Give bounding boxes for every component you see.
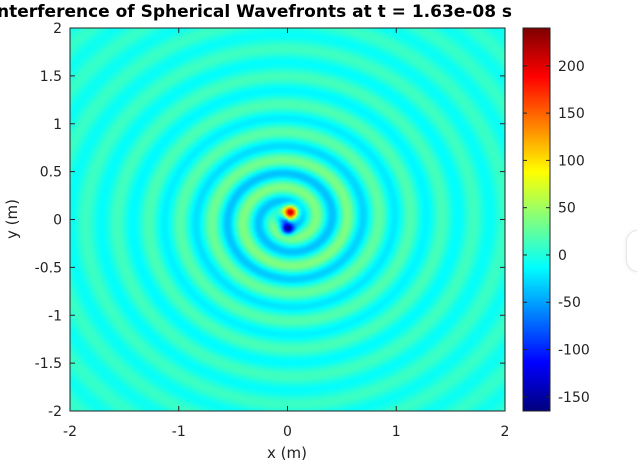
colorbar-tick-label: 0: [558, 248, 567, 264]
side-scroll-handle[interactable]: [626, 230, 637, 272]
y-tick-label: -1.5: [35, 356, 62, 372]
colorbar-frame: [522, 27, 551, 412]
x-tick-label: 1: [392, 424, 401, 440]
plot-area: [69, 27, 506, 412]
colorbar-ticks: 200 150 100 50 0 -50 -100 -150: [523, 59, 590, 406]
x-axis: -2 -1 0 1 2: [63, 28, 509, 440]
y-axis: 2 1.5 1 0.5 0 -0.5 -1 -1.5 -2: [35, 21, 505, 420]
colorbar-tick-label: 150: [558, 106, 585, 122]
colorbar-gradient: [523, 28, 550, 411]
y-tick-label: 1.5: [40, 69, 62, 85]
y-axis-label: y (m): [3, 199, 21, 239]
colorbar-tick-label: 100: [558, 153, 585, 169]
chart-title: nterference of Spherical Wavefronts at t…: [0, 2, 512, 22]
colorbar-tick-label: -150: [558, 390, 590, 406]
y-tick-label: -2: [48, 404, 62, 420]
heatmap-image: [70, 28, 505, 411]
colorbar-tick-label: 50: [558, 201, 576, 217]
x-tick-label: 0: [283, 424, 292, 440]
colorbar-tick-label: -100: [558, 343, 590, 359]
y-tick-label: -1: [48, 308, 62, 324]
y-tick-label: 0.5: [40, 165, 62, 181]
y-tick-label: 1: [53, 117, 62, 133]
colorbar-tick-label: -50: [558, 295, 581, 311]
x-tick-label: 2: [501, 424, 510, 440]
x-tick-label: -2: [63, 424, 77, 440]
y-tick-label: 2: [53, 21, 62, 37]
y-tick-label: -0.5: [35, 260, 62, 276]
x-tick-label: -1: [172, 424, 186, 440]
y-tick-label: 0: [53, 213, 62, 229]
colorbar-tick-label: 200: [558, 59, 585, 75]
x-axis-label: x (m): [267, 444, 307, 462]
colorbar: 200 150 100 50 0 -50 -100 -150: [522, 27, 590, 412]
